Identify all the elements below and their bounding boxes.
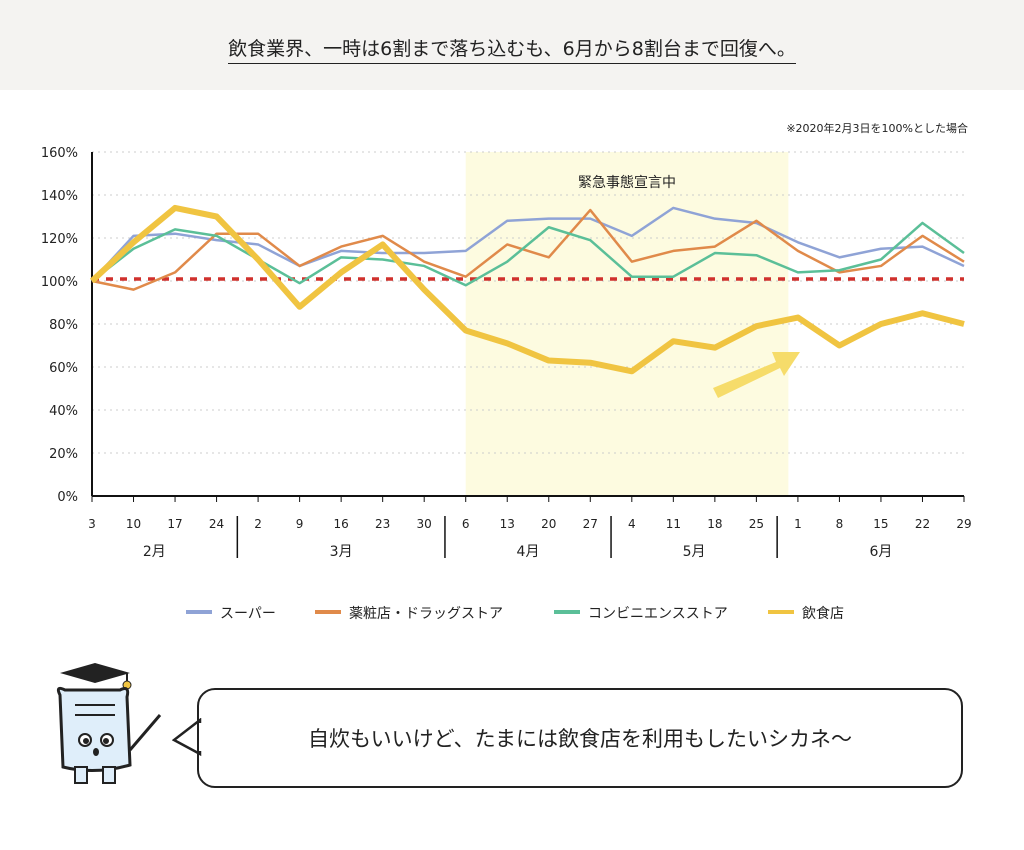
x-tick-label: 30 <box>417 517 432 531</box>
y-tick-label: 120% <box>41 232 78 247</box>
y-tick-label: 0% <box>57 490 78 505</box>
x-tick-label: 8 <box>836 517 844 531</box>
mascot-icon <box>56 663 162 784</box>
header-band: 飲食業界、一時は6割まで落ち込むも、6月から8割台まで回復へ。 <box>0 0 1024 90</box>
x-tick-label: 17 <box>167 517 182 531</box>
x-tick-label: 9 <box>296 517 304 531</box>
baseline-note: ※2020年2月3日を100%とした場合 <box>786 122 968 135</box>
emergency-label: 緊急事態宣言中 <box>578 175 676 191</box>
series-line-2 <box>91 221 965 287</box>
x-tick-label: 25 <box>749 517 764 531</box>
month-label: 2月 <box>143 544 166 560</box>
x-tick-label: 27 <box>583 517 598 531</box>
x-tick-label: 10 <box>126 517 141 531</box>
legend-label: 薬粧店・ドラッグストア <box>349 606 503 622</box>
x-tick-label: 22 <box>915 517 930 531</box>
y-tick-label: 140% <box>41 189 78 204</box>
y-tick-label: 20% <box>49 447 78 462</box>
speech-tail <box>172 718 202 757</box>
legend-label: コンビニエンスストア <box>588 606 728 622</box>
month-label: 6月 <box>869 544 892 560</box>
x-tick-label: 29 <box>956 517 971 531</box>
x-tick-label: 11 <box>666 517 681 531</box>
page-title: 飲食業界、一時は6割まで落ち込むも、6月から8割台まで回復へ。 <box>0 34 1024 64</box>
x-tick-label: 23 <box>375 517 390 531</box>
y-tick-label: 40% <box>49 404 78 419</box>
x-tick-label: 4 <box>628 517 636 531</box>
month-label: 4月 <box>517 544 540 560</box>
x-tick-label: 13 <box>500 517 515 531</box>
legend-label: 飲食店 <box>802 605 844 622</box>
x-tick-label: 24 <box>209 517 224 531</box>
line-chart: 緊急事態宣言中 0% 20% 40% 60% 80% 100% 120% 140% 160% 3 10… <box>41 146 972 622</box>
x-tick-label: 18 <box>707 517 722 531</box>
y-tick-label: 160% <box>41 146 78 161</box>
x-tick-label: 16 <box>334 517 349 531</box>
x-tick-label: 20 <box>541 517 556 531</box>
speech-bubble: 自炊もいいけど、たまには飲食店を利用もしたいシカネ〜 <box>197 688 963 788</box>
y-tick-label: 80% <box>49 318 78 333</box>
month-label: 3月 <box>330 544 353 560</box>
x-tick-label: 6 <box>462 517 470 531</box>
series-line-3 <box>89 204 965 375</box>
y-tick-label: 60% <box>49 361 78 376</box>
x-tick-label: 1 <box>794 517 802 531</box>
month-label: 5月 <box>683 544 706 560</box>
y-tick-label: 100% <box>41 275 78 290</box>
legend-label: スーパー <box>220 606 276 622</box>
x-tick-label: 3 <box>88 517 96 531</box>
trend-arrow-icon <box>713 352 800 398</box>
x-tick-label: 15 <box>873 517 888 531</box>
x-tick-label: 2 <box>254 517 262 531</box>
